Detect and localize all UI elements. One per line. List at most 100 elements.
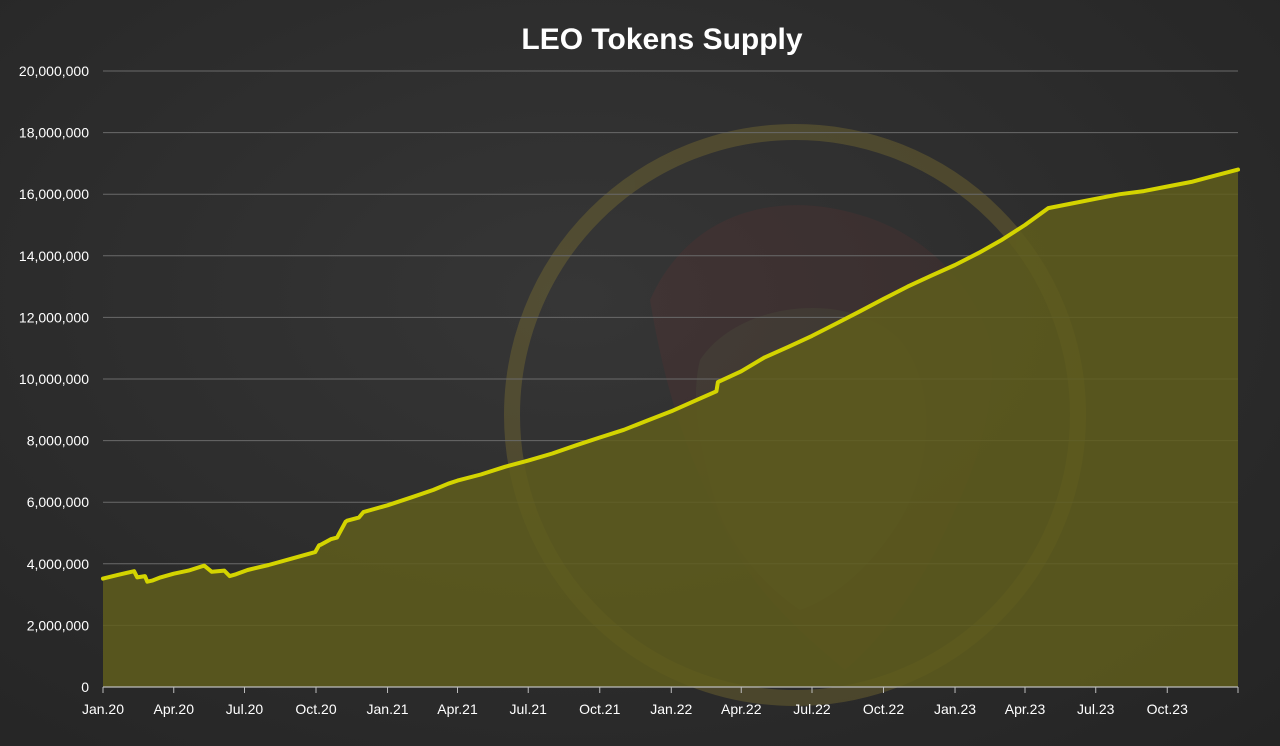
x-tick-label: Oct.20 — [295, 701, 336, 717]
data-point — [575, 444, 578, 447]
y-tick-label: 10,000,000 — [19, 371, 89, 387]
data-point — [211, 571, 213, 573]
data-point — [1071, 202, 1074, 205]
data-point — [246, 569, 249, 571]
data-point — [102, 577, 104, 580]
data-point — [314, 551, 317, 553]
x-tick-label: Jul.22 — [793, 701, 831, 717]
data-point — [447, 482, 450, 485]
data-point — [1119, 193, 1121, 195]
y-tick-label: 8,000,000 — [27, 433, 89, 449]
data-point — [336, 536, 338, 539]
y-tick-label: 14,000,000 — [19, 248, 89, 264]
data-point — [344, 521, 347, 523]
data-point — [319, 543, 322, 546]
data-point — [1143, 190, 1145, 192]
data-point — [954, 264, 956, 266]
x-tick-label: Apr.20 — [154, 701, 195, 717]
x-tick-label: Jan.23 — [934, 701, 976, 717]
data-point — [358, 516, 360, 519]
data-point — [715, 390, 718, 393]
data-point — [117, 574, 119, 576]
data-point — [203, 564, 205, 567]
data-point — [152, 579, 154, 582]
data-point — [223, 569, 226, 572]
data-point — [456, 479, 459, 482]
data-point — [1166, 185, 1169, 188]
y-tick-label: 16,000,000 — [19, 186, 89, 202]
y-tick-label: 20,000,000 — [19, 63, 89, 79]
data-point — [1047, 207, 1050, 209]
series-line — [101, 167, 1240, 584]
x-axis-tick-labels: Jan.20 Apr.20 Jul.20 Oct.20 Jan.21 Apr.21 Jul.… — [82, 701, 1188, 717]
data-point — [859, 310, 861, 313]
x-tick-label: Oct.22 — [863, 701, 904, 717]
data-point — [1000, 239, 1002, 242]
data-point — [291, 557, 294, 560]
data-point — [787, 345, 790, 348]
data-point — [646, 419, 648, 422]
y-tick-label: 4,000,000 — [27, 556, 89, 572]
data-point — [133, 570, 135, 572]
data-point — [694, 399, 697, 402]
x-tick-label: Jan.22 — [650, 701, 692, 717]
data-point — [346, 519, 348, 522]
axes — [102, 686, 1239, 693]
data-point — [432, 489, 435, 491]
data-point — [551, 452, 554, 455]
x-tick-label: Apr.23 — [1005, 701, 1046, 717]
data-point — [386, 504, 389, 507]
data-point — [978, 251, 980, 254]
data-point — [1024, 224, 1026, 226]
data-point — [480, 473, 482, 476]
data-point — [527, 459, 529, 462]
data-point — [504, 466, 506, 468]
data-point — [1094, 198, 1097, 200]
series-area-layer — [101, 167, 1240, 688]
data-point — [811, 335, 813, 337]
data-point — [623, 429, 625, 431]
data-point — [330, 538, 332, 540]
data-point — [882, 298, 885, 300]
data-point — [1237, 168, 1239, 171]
y-tick-label: 12,000,000 — [19, 309, 89, 325]
data-point — [1213, 174, 1216, 177]
data-point — [410, 496, 413, 499]
data-point — [228, 575, 231, 577]
x-tick-label: Jan.21 — [367, 701, 409, 717]
series-area-fill — [103, 169, 1238, 688]
data-point — [172, 572, 175, 575]
data-point — [717, 381, 719, 383]
x-tick-label: Apr.21 — [437, 701, 478, 717]
data-point — [906, 285, 909, 288]
y-axis-tick-labels: 0 2,000,000 4,000,000 6,000,000 8,000,000 10,… — [19, 63, 89, 695]
data-point — [144, 575, 146, 577]
data-point — [1190, 181, 1193, 183]
data-point — [235, 573, 237, 576]
data-point — [187, 569, 190, 572]
data-point — [763, 356, 766, 359]
data-point — [740, 370, 742, 373]
x-tick-label: Jan.20 — [82, 701, 124, 717]
y-tick-label: 2,000,000 — [27, 617, 89, 633]
data-point — [362, 511, 365, 513]
data-point — [136, 576, 138, 579]
x-tick-label: Oct.23 — [1147, 701, 1188, 717]
chart-title: LEO Tokens Supply — [521, 23, 802, 56]
y-tick-label: 18,000,000 — [19, 125, 89, 141]
y-tick-label: 0 — [81, 679, 89, 695]
x-tick-label: Jul.23 — [1077, 701, 1115, 717]
x-tick-label: Jul.21 — [510, 701, 548, 717]
data-point — [599, 436, 601, 439]
x-tick-label: Apr.22 — [721, 701, 762, 717]
data-point — [835, 322, 837, 325]
data-point — [930, 275, 932, 277]
x-tick-label: Oct.21 — [579, 701, 620, 717]
data-point — [318, 544, 320, 547]
data-point — [267, 564, 270, 566]
y-tick-label: 6,000,000 — [27, 494, 89, 510]
data-point — [159, 576, 162, 579]
data-point — [670, 410, 673, 413]
